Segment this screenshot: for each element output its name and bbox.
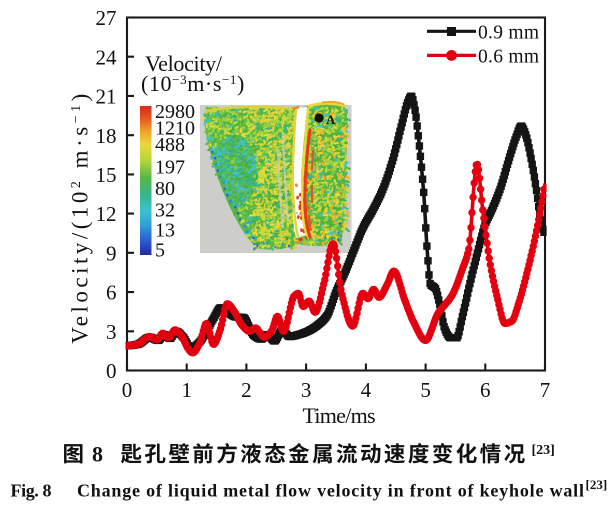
svg-text:4: 4 xyxy=(361,378,372,402)
svg-text:27: 27 xyxy=(96,6,117,30)
svg-text:24: 24 xyxy=(96,45,118,69)
svg-text:6: 6 xyxy=(106,281,117,305)
svg-text:15: 15 xyxy=(96,163,117,187)
svg-text:488: 488 xyxy=(155,134,185,156)
svg-text:Change of liquid metal flow ve: Change of liquid metal flow velocity in … xyxy=(77,481,584,501)
svg-text:5: 5 xyxy=(155,240,165,262)
svg-text:0.9 mm: 0.9 mm xyxy=(478,22,539,43)
svg-text:7: 7 xyxy=(540,378,551,402)
svg-text:32: 32 xyxy=(155,199,175,221)
svg-text:13: 13 xyxy=(155,219,175,241)
svg-text:Velocity/(102 m·s−1): Velocity/(102 m·s−1) xyxy=(68,90,93,344)
svg-text:[23]: [23] xyxy=(586,477,608,492)
svg-text:18: 18 xyxy=(96,124,117,148)
svg-text:2980: 2980 xyxy=(155,101,195,123)
svg-text:9: 9 xyxy=(106,241,117,265)
svg-text:2: 2 xyxy=(241,378,252,402)
svg-text:3: 3 xyxy=(301,378,312,402)
svg-text:1210: 1210 xyxy=(155,117,195,139)
svg-text:80: 80 xyxy=(155,178,175,200)
svg-text:A: A xyxy=(326,112,336,127)
svg-text:Fig. 8: Fig. 8 xyxy=(11,481,52,501)
svg-text:12: 12 xyxy=(96,202,117,226)
svg-text:21: 21 xyxy=(96,85,117,109)
svg-text:6: 6 xyxy=(480,378,491,402)
svg-text:0.6 mm: 0.6 mm xyxy=(478,47,539,68)
svg-text:Velocity/: Velocity/ xyxy=(145,51,223,76)
svg-text:1: 1 xyxy=(181,378,192,402)
svg-text:0: 0 xyxy=(122,378,133,402)
svg-text:0: 0 xyxy=(106,359,117,383)
svg-text:8: 8 xyxy=(92,442,103,467)
svg-text:3: 3 xyxy=(106,320,117,344)
svg-text:[23]: [23] xyxy=(532,443,555,458)
svg-text:Time/ms: Time/ms xyxy=(303,403,376,428)
svg-text:5: 5 xyxy=(420,378,431,402)
svg-text:197: 197 xyxy=(155,156,185,178)
